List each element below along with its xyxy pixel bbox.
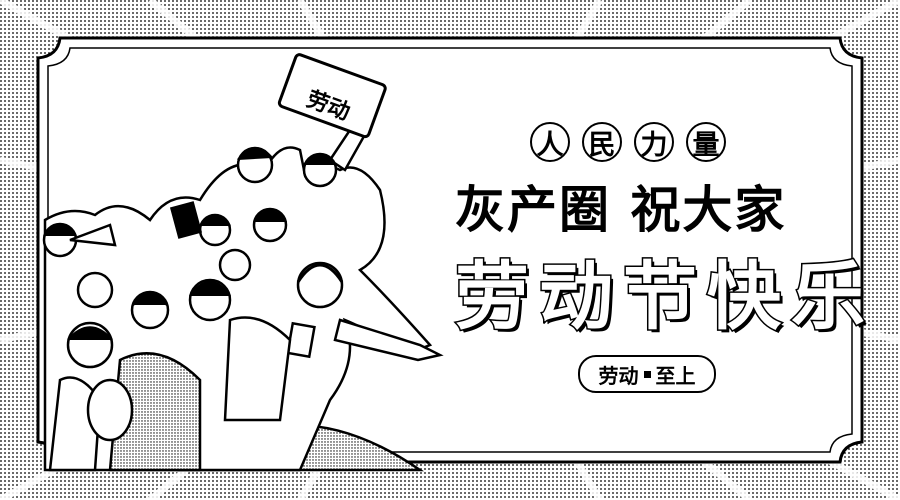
circled-char-1: 人 (530, 122, 570, 162)
badge-right-text: 至上 (655, 363, 696, 388)
badge-dot (643, 370, 651, 378)
circled-char-2: 民 (582, 122, 622, 162)
badge-left-text: 劳动 (598, 363, 639, 388)
circled-char-3: 力 (634, 122, 674, 162)
holiday-headline: 劳动节快乐 (454, 253, 875, 342)
circled-char-4: 量 (686, 122, 726, 162)
greeting-line: 灰产圈 祝大家 (455, 181, 787, 239)
workers-illustration (42, 53, 444, 472)
labor-badge: 劳动 至上 (578, 355, 716, 393)
